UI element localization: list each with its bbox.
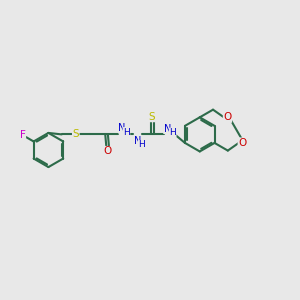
Text: S: S [73, 129, 79, 140]
Text: F: F [20, 130, 26, 140]
Text: N: N [118, 123, 126, 133]
Text: N: N [134, 136, 141, 146]
Text: N: N [164, 124, 171, 134]
Text: S: S [149, 112, 155, 122]
Text: H: H [169, 128, 176, 137]
Text: H: H [138, 140, 145, 149]
Text: O: O [223, 112, 232, 122]
Text: O: O [103, 146, 112, 157]
Text: O: O [238, 138, 246, 148]
Text: H: H [123, 128, 130, 136]
